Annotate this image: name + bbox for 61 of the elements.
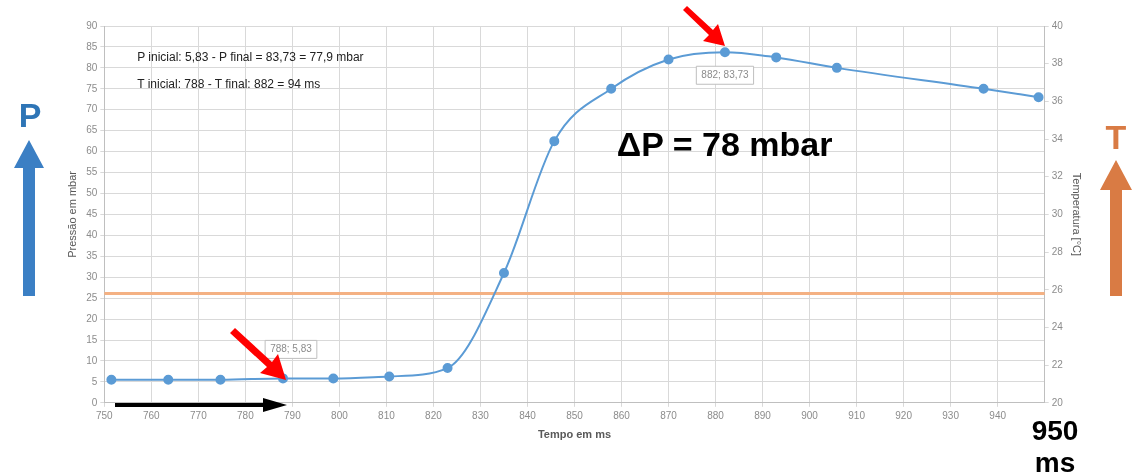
y2-tick-label: 38 — [1051, 57, 1064, 69]
y-tick-label: 45 — [86, 208, 98, 220]
x-tick-label: 770 — [190, 409, 208, 421]
y2-tick-label: 40 — [1051, 19, 1064, 31]
x-tick-label: 920 — [895, 409, 913, 421]
y-tick-label: 70 — [86, 103, 98, 115]
y-tick-label: 50 — [86, 187, 98, 199]
y2-axis-title: Temperatura [°C] — [1071, 172, 1084, 257]
x-tick-label: 750 — [95, 409, 114, 421]
x-tick-label: 940 — [989, 409, 1007, 421]
x-tick-label: 890 — [754, 409, 772, 421]
y-tick-label: 65 — [86, 124, 98, 136]
y2-tick-label: 34 — [1051, 132, 1064, 144]
x-tick-label: 910 — [848, 409, 866, 421]
text: T — [1105, 118, 1127, 157]
y2-tick-label: 22 — [1051, 358, 1064, 370]
annotation: 788; 5,83 — [270, 343, 313, 355]
annotation: 882; 83,73 — [701, 69, 750, 80]
x-tick-label: 780 — [237, 409, 255, 421]
text: 950 ms — [1031, 414, 1079, 476]
y-tick-label: 30 — [86, 270, 98, 282]
y-axis-title: Pressão em mbar — [65, 170, 78, 258]
y2-tick-label: 20 — [1051, 396, 1064, 408]
y2-tick-label: 32 — [1051, 170, 1064, 182]
y-tick-label: 80 — [86, 61, 98, 73]
y-tick-label: 55 — [86, 166, 98, 178]
y2-tick-label: 30 — [1051, 208, 1064, 220]
x-tick-label: 800 — [331, 409, 349, 421]
y-tick-label: 40 — [86, 229, 98, 241]
y-tick-label: 85 — [86, 40, 98, 52]
x-tick-label: 810 — [378, 409, 396, 421]
y-tick-label: 25 — [86, 291, 98, 303]
x-tick-label: 820 — [425, 409, 443, 421]
x-tick-label: 840 — [519, 409, 537, 421]
annotation: ΔP = 78 mbar — [616, 124, 833, 163]
annotation: T inicial: 788 - T final: 882 = 94 ms — [137, 76, 321, 91]
x-tick-label: 930 — [942, 409, 960, 421]
text: P — [18, 96, 42, 135]
x-tick-label: 850 — [566, 409, 584, 421]
y2-tick-label: 28 — [1051, 245, 1064, 257]
y-tick-label: 20 — [86, 312, 98, 324]
y2-tick-label: 26 — [1051, 283, 1064, 295]
annotation: P inicial: 5,83 - P final = 83,73 = 77,9 mbar — [137, 50, 364, 65]
x-tick-label: 760 — [143, 409, 161, 421]
y-tick-label: 0 — [91, 396, 98, 408]
x-tick-label: 870 — [660, 409, 678, 421]
y-tick-label: 90 — [86, 19, 98, 31]
x-tick-label: 790 — [284, 409, 302, 421]
y2-tick-label: 36 — [1051, 95, 1064, 107]
y-tick-label: 75 — [86, 82, 98, 94]
x-tick-label: 880 — [707, 409, 725, 421]
y-tick-label: 35 — [86, 250, 98, 262]
y2-tick-label: 24 — [1051, 321, 1064, 333]
y-tick-label: 10 — [86, 354, 98, 366]
y-tick-label: 15 — [86, 333, 98, 345]
x-tick-label: 900 — [801, 409, 819, 421]
y-tick-label: 60 — [86, 145, 98, 157]
x-tick-label: 830 — [472, 409, 490, 421]
x-axis-title: Tempo em ms — [537, 428, 612, 441]
x-tick-label: 860 — [613, 409, 631, 421]
y-tick-label: 5 — [91, 375, 98, 387]
